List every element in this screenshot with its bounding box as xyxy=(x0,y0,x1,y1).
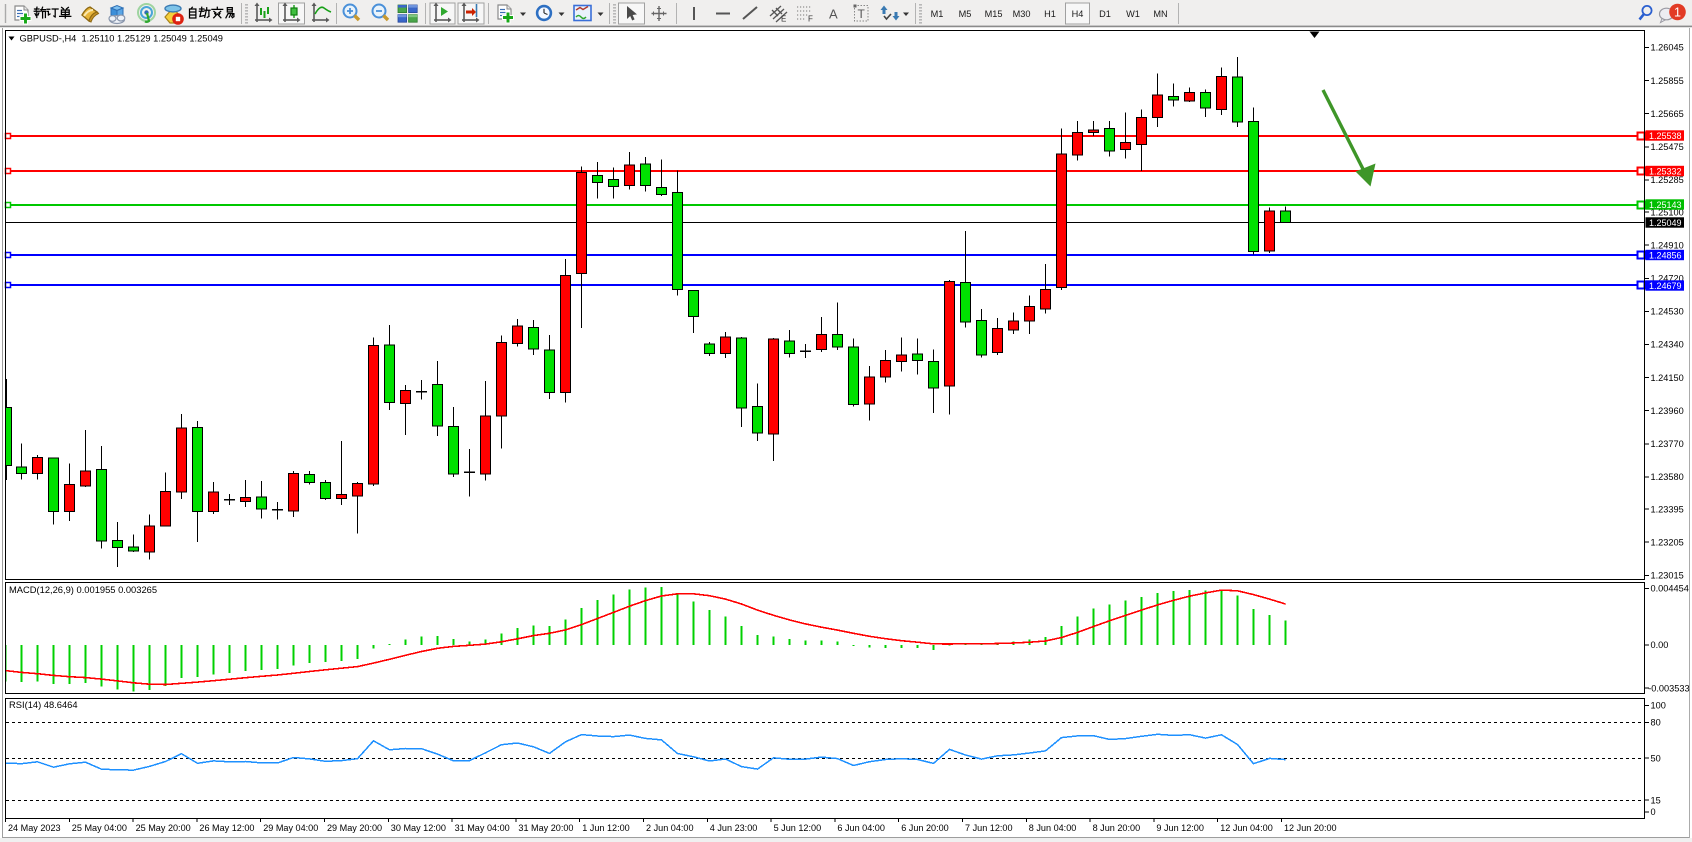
svg-text:1.24150: 1.24150 xyxy=(1651,373,1684,383)
svg-text:T: T xyxy=(858,7,866,21)
svg-text:1: 1 xyxy=(1674,5,1681,19)
svg-text:0: 0 xyxy=(1651,807,1656,817)
svg-text:D1: D1 xyxy=(1099,9,1111,19)
svg-text:1.24720: 1.24720 xyxy=(1651,274,1684,284)
svg-text:24 May 2023: 24 May 2023 xyxy=(8,823,61,833)
svg-text:100: 100 xyxy=(1651,701,1666,711)
svg-text:1.25049: 1.25049 xyxy=(1649,218,1682,228)
svg-text:1.25332: 1.25332 xyxy=(1649,166,1682,176)
svg-text:1.23960: 1.23960 xyxy=(1651,406,1684,416)
svg-text:2 Jun 04:00: 2 Jun 04:00 xyxy=(646,823,694,833)
svg-text:1.24679: 1.24679 xyxy=(1649,281,1682,291)
svg-text:1.25538: 1.25538 xyxy=(1649,131,1682,141)
svg-text:7 Jun 12:00: 7 Jun 12:00 xyxy=(965,823,1013,833)
svg-text:1.26045: 1.26045 xyxy=(1651,43,1684,53)
svg-text:1.24910: 1.24910 xyxy=(1651,240,1684,250)
svg-text:25 May 20:00: 25 May 20:00 xyxy=(136,823,191,833)
svg-text:F: F xyxy=(808,15,813,24)
svg-text:6 Jun 04:00: 6 Jun 04:00 xyxy=(837,823,885,833)
svg-text:4 Jun 23:00: 4 Jun 23:00 xyxy=(710,823,758,833)
svg-text:1.24340: 1.24340 xyxy=(1651,340,1684,350)
svg-text:MACD(12,26,9) 0.001955 0.00326: MACD(12,26,9) 0.001955 0.003265 xyxy=(9,585,157,595)
svg-text:12 Jun 20:00: 12 Jun 20:00 xyxy=(1284,823,1337,833)
svg-text:1.25285: 1.25285 xyxy=(1651,175,1684,185)
svg-text:M5: M5 xyxy=(959,9,972,19)
svg-text:9 Jun 12:00: 9 Jun 12:00 xyxy=(1156,823,1204,833)
svg-text:M1: M1 xyxy=(931,9,944,19)
svg-text:1.25855: 1.25855 xyxy=(1651,76,1684,86)
svg-text:0.00: 0.00 xyxy=(1651,640,1669,650)
svg-text:1.23395: 1.23395 xyxy=(1651,504,1684,514)
svg-text:5 Jun 12:00: 5 Jun 12:00 xyxy=(774,823,822,833)
svg-text:15: 15 xyxy=(1651,795,1661,805)
svg-text:1.24856: 1.24856 xyxy=(1649,250,1682,260)
svg-text:1.25475: 1.25475 xyxy=(1651,142,1684,152)
svg-text:MN: MN xyxy=(1153,9,1167,19)
svg-text:W1: W1 xyxy=(1126,9,1140,19)
svg-text:29 May 04:00: 29 May 04:00 xyxy=(263,823,318,833)
svg-text:M30: M30 xyxy=(1013,9,1031,19)
svg-text:GBPUSD-,H4 1.25110 1.25129 1.: GBPUSD-,H4 1.25110 1.25129 1.25049 1.250… xyxy=(20,34,223,44)
svg-text:8 Jun 20:00: 8 Jun 20:00 xyxy=(1093,823,1141,833)
svg-text:8 Jun 04:00: 8 Jun 04:00 xyxy=(1029,823,1077,833)
svg-text:25 May 04:00: 25 May 04:00 xyxy=(72,823,127,833)
svg-text:M15: M15 xyxy=(985,9,1003,19)
svg-text:31 May 20:00: 31 May 20:00 xyxy=(518,823,573,833)
svg-text:1.23580: 1.23580 xyxy=(1651,472,1684,482)
svg-text:50: 50 xyxy=(1651,753,1661,763)
svg-text:31 May 04:00: 31 May 04:00 xyxy=(455,823,510,833)
svg-text:1.23770: 1.23770 xyxy=(1651,439,1684,449)
svg-text:1.24530: 1.24530 xyxy=(1651,307,1684,317)
svg-text:E: E xyxy=(781,15,786,24)
svg-text:RSI(14) 48.6464: RSI(14) 48.6464 xyxy=(9,700,78,710)
svg-text:-0.003533: -0.003533 xyxy=(1648,683,1689,693)
svg-text:1 Jun 12:00: 1 Jun 12:00 xyxy=(582,823,630,833)
svg-text:1.23015: 1.23015 xyxy=(1651,571,1684,581)
svg-text:12 Jun 04:00: 12 Jun 04:00 xyxy=(1220,823,1273,833)
svg-text:1.25665: 1.25665 xyxy=(1651,109,1684,119)
svg-text:80: 80 xyxy=(1651,718,1661,728)
svg-text:0.004454: 0.004454 xyxy=(1651,584,1689,594)
svg-text:30 May 12:00: 30 May 12:00 xyxy=(391,823,446,833)
svg-text:1.25143: 1.25143 xyxy=(1649,200,1682,210)
svg-text:H1: H1 xyxy=(1044,9,1056,19)
svg-text:H4: H4 xyxy=(1072,9,1084,19)
svg-text:6 Jun 20:00: 6 Jun 20:00 xyxy=(901,823,949,833)
svg-text:A: A xyxy=(829,7,838,22)
svg-text:1.25100: 1.25100 xyxy=(1651,207,1684,217)
svg-text:29 May 20:00: 29 May 20:00 xyxy=(327,823,382,833)
svg-text:26 May 12:00: 26 May 12:00 xyxy=(199,823,254,833)
svg-text:1.23205: 1.23205 xyxy=(1651,537,1684,547)
